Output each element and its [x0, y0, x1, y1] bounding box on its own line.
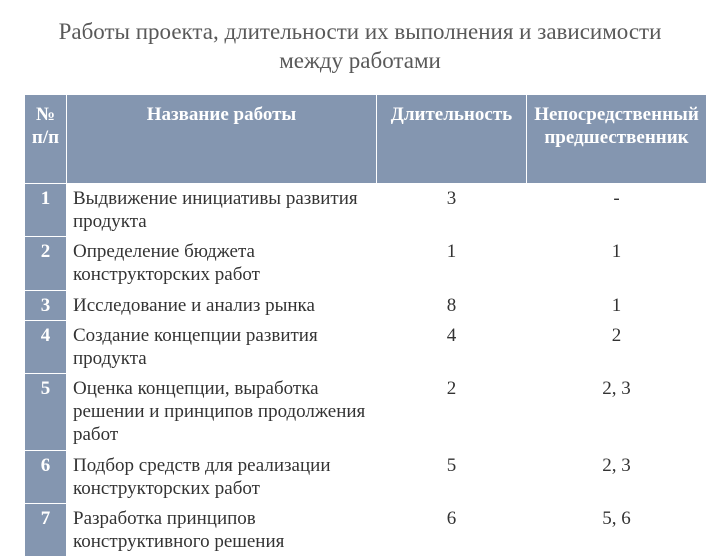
table-header-row: № п/п Название работы Длительность Непос…: [25, 94, 707, 183]
cell-dur: 5: [377, 450, 527, 503]
table-body: 1 Выдвижение инициативы развития продукт…: [25, 183, 707, 556]
cell-num: 6: [25, 450, 67, 503]
cell-num: 2: [25, 237, 67, 290]
cell-name: Исследование и анализ рынка: [67, 290, 377, 320]
col-header-dur: Длительность: [377, 94, 527, 183]
cell-dur: 1: [377, 237, 527, 290]
page-title: Работы проекта, длительности их выполнен…: [24, 18, 696, 76]
cell-pred: 1: [527, 290, 707, 320]
cell-name: Подбор средств для реализации конструкто…: [67, 450, 377, 503]
cell-name: Создание концепции развития продукта: [67, 320, 377, 373]
cell-pred: -: [527, 183, 707, 236]
table-row: 4 Создание концепции развития продукта 4…: [25, 320, 707, 373]
cell-dur: 8: [377, 290, 527, 320]
cell-pred: 5, 6: [527, 503, 707, 556]
table-row: 6 Подбор средств для реализации конструк…: [25, 450, 707, 503]
cell-name: Выдвижение инициативы развития продукта: [67, 183, 377, 236]
cell-num: 5: [25, 374, 67, 451]
col-header-pred: Непосредственный предшественник: [527, 94, 707, 183]
table-row: 7 Разработка принципов конструктивного р…: [25, 503, 707, 556]
cell-num: 1: [25, 183, 67, 236]
col-header-num: № п/п: [25, 94, 67, 183]
cell-pred: 1: [527, 237, 707, 290]
col-header-name: Название работы: [67, 94, 377, 183]
cell-name: Определение бюджета конструкторских рабо…: [67, 237, 377, 290]
cell-dur: 3: [377, 183, 527, 236]
table-row: 3 Исследование и анализ рынка 8 1: [25, 290, 707, 320]
table-row: 1 Выдвижение инициативы развития продукт…: [25, 183, 707, 236]
project-table: № п/п Название работы Длительность Непос…: [24, 94, 707, 557]
table-row: 2 Определение бюджета конструкторских ра…: [25, 237, 707, 290]
cell-pred: 2: [527, 320, 707, 373]
cell-pred: 2, 3: [527, 374, 707, 451]
cell-num: 7: [25, 503, 67, 556]
table-row: 5 Оценка концепции, выработка решении и …: [25, 374, 707, 451]
cell-dur: 4: [377, 320, 527, 373]
cell-dur: 6: [377, 503, 527, 556]
cell-name: Оценка концепции, выработка решении и пр…: [67, 374, 377, 451]
cell-pred: 2, 3: [527, 450, 707, 503]
cell-name: Разработка принципов конструктивного реш…: [67, 503, 377, 556]
cell-dur: 2: [377, 374, 527, 451]
cell-num: 3: [25, 290, 67, 320]
cell-num: 4: [25, 320, 67, 373]
